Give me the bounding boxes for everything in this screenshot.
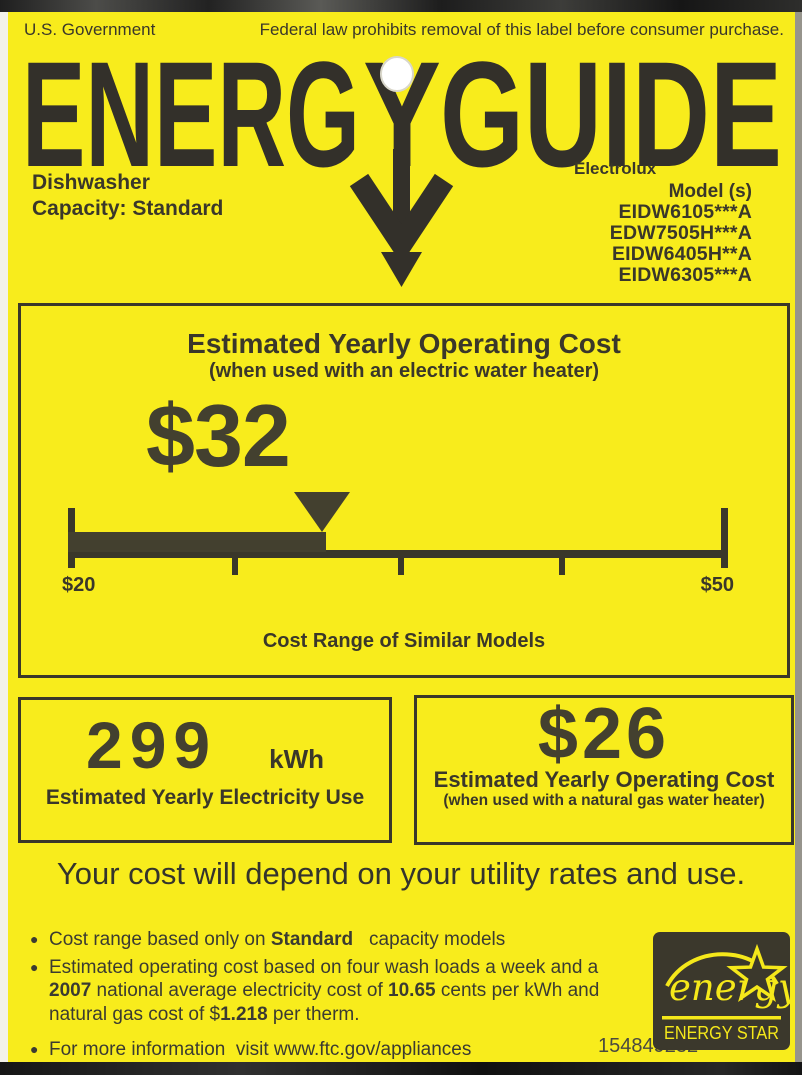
- gas-cost-box: $26 Estimated Yearly Operating Cost (whe…: [414, 695, 794, 845]
- scale-tick: [559, 558, 566, 575]
- footnotes: ● Cost range based only on Standard capac…: [30, 928, 630, 1062]
- utility-rates-disclaimer: Your cost will depend on your utility ra…: [56, 856, 746, 891]
- gas-cost-sublabel: (when used with a natural gas water heat…: [443, 792, 765, 809]
- scale-end-cap-right: [721, 508, 728, 568]
- electricity-use-box: 299 kWh Estimated Yearly Electricity Use: [18, 697, 392, 843]
- electricity-use-unit: kWh: [269, 744, 324, 774]
- footnote-text-bold: Standard: [270, 929, 354, 950]
- electricity-use-label: Estimated Yearly Electricity Use: [45, 786, 365, 809]
- cost-range-scale: $20 $50: [62, 492, 734, 608]
- electricity-use-value: 299: [85, 708, 218, 782]
- bullet-dot-icon: ●: [30, 931, 39, 947]
- footnote-text: per therm.: [267, 1003, 360, 1025]
- cost-marker-icon: [294, 492, 350, 532]
- scale-tick: [397, 558, 404, 575]
- footnote-text-bold: 10.65: [388, 980, 436, 1001]
- footnote-more-info: ● For more information visit www.ftc.gov/…: [30, 1038, 630, 1062]
- footnote-text-bold: 2007: [49, 980, 92, 1001]
- gas-cost-label: Estimated Yearly Operating Cost: [433, 767, 775, 792]
- model-number: EIDW6305***A: [618, 264, 752, 286]
- product-capacity: Capacity: Standard: [32, 197, 224, 220]
- product-type: Dishwasher: [32, 171, 150, 194]
- cost-box-title: Estimated Yearly Operating Cost: [187, 328, 621, 359]
- cost-range-caption: Cost Range of Similar Models: [262, 630, 546, 652]
- energy-star-caption: ENERGY STAR: [664, 1023, 779, 1043]
- star-icon: [726, 943, 788, 1002]
- government-text: U.S. Government: [24, 20, 156, 39]
- cost-box-subtitle: (when used with an electric water heater…: [208, 360, 600, 382]
- scan-edge-left: [0, 12, 8, 1062]
- manufacturer-info: Electrolux Model (s) EIDW6105***A EDW750…: [532, 158, 752, 286]
- logo-text-energ: ENERG: [22, 30, 360, 198]
- footnote-text: Cost range based only on: [49, 929, 271, 950]
- down-arrow-icon: [349, 149, 454, 287]
- scan-edge-top: [0, 0, 802, 12]
- scale-tick: [231, 558, 238, 575]
- energy-star-divider: [662, 1016, 781, 1020]
- scale-range-bar: [68, 532, 326, 552]
- scale-baseline: [68, 550, 728, 558]
- footnote-text: national average electricity cost of: [91, 980, 389, 1001]
- footnote-cost-range: ● Cost range based only on Standard capac…: [30, 928, 630, 952]
- operating-cost-box: Estimated Yearly Operating Cost (when us…: [18, 303, 790, 678]
- label-header: U.S. Government Federal law prohibits re…: [24, 20, 784, 40]
- scan-edge-right: [795, 12, 802, 1062]
- models-label: Model (s): [668, 181, 752, 202]
- bullet-dot-icon: ●: [30, 958, 39, 975]
- footnote-text: For more information visit www.ftc.gov/a…: [49, 1039, 472, 1060]
- footnote-text: capacity models: [353, 929, 506, 950]
- model-number: EIDW6105***A: [618, 201, 752, 223]
- footnote-operating-cost: ● Estimated operating cost based on four …: [30, 956, 630, 1027]
- energyguide-logo: ENERG Y GUIDE: [22, 30, 782, 287]
- bullet-dot-icon: ●: [30, 1041, 39, 1057]
- model-number: EIDW6405H**A: [611, 243, 752, 265]
- energy-star-logo: energy ENERGY STAR: [653, 932, 790, 1050]
- scan-edge-bottom: [0, 1062, 802, 1075]
- scale-min-label: $20: [62, 574, 96, 596]
- footnote-text: cents per kWh and natural gas cost of $: [49, 980, 605, 1025]
- yearly-cost-value: $32: [146, 386, 291, 485]
- logo-text-guide: GUIDE: [440, 30, 782, 198]
- footnote-text-bold: 1.218: [220, 1003, 268, 1025]
- model-number: EDW7505H***A: [609, 222, 752, 244]
- gas-cost-value: $26: [537, 694, 671, 774]
- hole-punch: [380, 56, 414, 92]
- scale-max-label: $50: [700, 574, 734, 596]
- manufacturer-name: Electrolux: [574, 159, 657, 178]
- footnote-text: Estimated operating cost based on four w…: [49, 956, 604, 978]
- federal-law-text: Federal law prohibits removal of this la…: [259, 20, 784, 39]
- product-info: Dishwasher Capacity: Standard: [32, 170, 223, 222]
